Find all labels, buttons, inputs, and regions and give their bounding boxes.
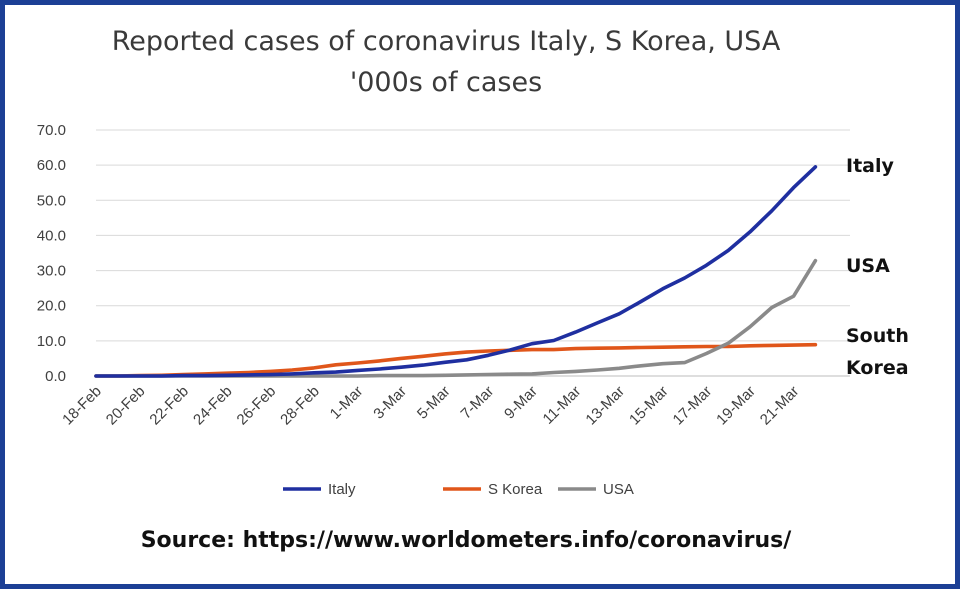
x-tick-label: 5-Mar xyxy=(414,383,454,423)
y-tick-label: 30.0 xyxy=(37,263,66,280)
series-end-label: South xyxy=(846,325,909,347)
y-tick-label: 40.0 xyxy=(37,227,66,244)
series-line-s-korea xyxy=(94,342,818,378)
x-tick-label: 15-Mar xyxy=(626,383,672,429)
y-tick-label: 50.0 xyxy=(37,192,66,209)
legend-label: USA xyxy=(603,481,634,498)
chart-title: Reported cases of coronavirus Italy, S K… xyxy=(112,26,781,57)
x-tick-label: 21-Mar xyxy=(757,383,803,429)
x-tick-label: 11-Mar xyxy=(540,383,585,428)
y-tick-label: 70.0 xyxy=(37,122,66,139)
series-line-usa xyxy=(94,258,818,378)
source-note: Source: https://www.worldometers.info/co… xyxy=(141,528,793,553)
legend-label: S Korea xyxy=(488,481,543,498)
x-tick-label: 9-Mar xyxy=(501,383,541,423)
series-end-labels: Italy South Korea USA xyxy=(846,155,909,379)
x-tick-label: 20-Feb xyxy=(103,383,149,429)
x-tick-label: 19-Mar xyxy=(713,383,759,429)
series-end-label: Italy xyxy=(846,155,894,177)
y-tick-label: 0.0 xyxy=(45,368,66,385)
x-tick-label: 7-Mar xyxy=(458,383,498,423)
legend-label: Italy xyxy=(328,481,356,498)
y-axis-ticks: 70.0 60.0 50.0 40.0 30.0 20.0 10.0 0.0 xyxy=(37,122,66,385)
x-tick-label: 17-Mar xyxy=(670,383,716,429)
grid-layer xyxy=(96,129,850,377)
x-tick-label: 1-Mar xyxy=(327,383,367,423)
x-tick-label: 22-Feb xyxy=(146,383,192,429)
x-tick-label: 28-Feb xyxy=(277,383,323,429)
series-layer xyxy=(94,165,818,378)
legend: Italy S Korea USA xyxy=(283,481,634,498)
series-line-italy xyxy=(94,165,818,378)
x-tick-label: 3-Mar xyxy=(370,383,410,423)
x-tick-label: 18-Feb xyxy=(59,383,105,429)
y-tick-label: 60.0 xyxy=(37,157,66,174)
y-tick-label: 20.0 xyxy=(37,298,66,315)
series-end-label: USA xyxy=(846,255,890,277)
x-tick-label: 13-Mar xyxy=(582,383,628,429)
y-tick-label: 10.0 xyxy=(37,333,66,350)
chart-subtitle: '000s of cases xyxy=(350,67,542,98)
x-tick-label: 24-Feb xyxy=(190,383,236,429)
series-end-label: Korea xyxy=(846,357,909,379)
x-tick-label: 26-Feb xyxy=(234,383,280,429)
